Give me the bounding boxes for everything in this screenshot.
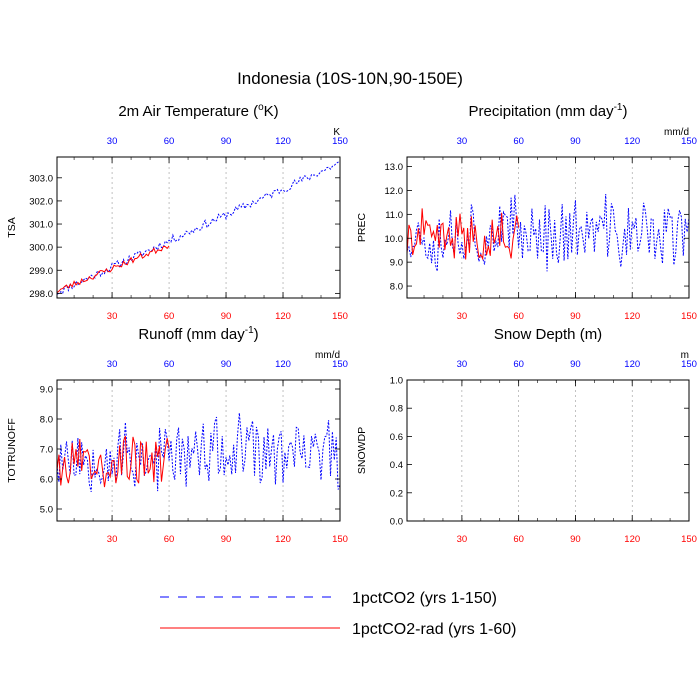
x-tick-label-top: 150 bbox=[332, 359, 348, 370]
legend-label: 1pctCO2-rad (yrs 1-60) bbox=[352, 621, 517, 638]
x-tick-label-top: 150 bbox=[681, 136, 697, 147]
legend: 1pctCO2 (yrs 1-150) 1pctCO2-rad (yrs 1-60… bbox=[160, 590, 517, 638]
x-tick-label: 120 bbox=[275, 534, 291, 545]
series-line-pctco2-rad bbox=[406, 208, 520, 261]
y-axis-label: TSA bbox=[6, 217, 18, 237]
x-tick-label: 120 bbox=[275, 311, 291, 322]
x-tick-label-top: 90 bbox=[221, 359, 232, 370]
x-tick-label: 30 bbox=[107, 534, 118, 545]
x-tick-label: 90 bbox=[221, 311, 232, 322]
y-tick-label: 303.0 bbox=[29, 173, 53, 184]
y-tick-label: 11.0 bbox=[385, 210, 403, 221]
units-label: mm/d bbox=[315, 350, 340, 361]
x-tick-label: 120 bbox=[624, 311, 640, 322]
plot-frame bbox=[406, 379, 690, 522]
y-axis-label: TOTRUNOFF bbox=[6, 418, 18, 483]
x-tick-label: 150 bbox=[332, 534, 348, 545]
y-tick-label: 302.0 bbox=[29, 196, 53, 207]
series-line-pctco2 bbox=[406, 193, 690, 272]
x-tick-label-top: 120 bbox=[275, 359, 291, 370]
series-line-pctco2 bbox=[56, 412, 341, 493]
x-tick-label: 30 bbox=[457, 311, 468, 322]
y-tick-label: 13.0 bbox=[385, 162, 404, 173]
x-tick-label-top: 90 bbox=[221, 136, 232, 147]
x-tick-label-top: 60 bbox=[164, 136, 175, 147]
x-tick-label: 90 bbox=[221, 534, 232, 545]
y-tick-label: 0.6 bbox=[390, 432, 403, 443]
x-tick-label: 60 bbox=[164, 534, 175, 545]
x-tick-label: 60 bbox=[513, 534, 524, 545]
y-tick-label: 1.0 bbox=[390, 376, 403, 387]
x-tick-label: 90 bbox=[570, 311, 581, 322]
y-tick-label: 0.0 bbox=[390, 517, 403, 528]
y-tick-label: 0.2 bbox=[390, 488, 403, 499]
panel-totrunoff: Runoff (mm day-1) 5.0 6.0 7.0 8.0 9.0 30 30 60 60… bbox=[6, 325, 348, 545]
x-tick-label-top: 90 bbox=[570, 136, 581, 147]
x-tick-label-top: 90 bbox=[570, 359, 581, 370]
x-tick-label-top: 30 bbox=[107, 136, 118, 147]
panel-title: Snow Depth (m) bbox=[494, 326, 602, 343]
x-tick-label-top: 60 bbox=[513, 136, 524, 147]
x-tick-label-top: 30 bbox=[457, 359, 468, 370]
panel-title: Runoff (mm day-1) bbox=[138, 325, 258, 343]
series-line-pctco2-rad bbox=[56, 435, 170, 488]
x-tick-label-top: 150 bbox=[681, 359, 697, 370]
x-tick-label: 30 bbox=[107, 311, 118, 322]
x-tick-label: 90 bbox=[570, 534, 581, 545]
x-tick-label-top: 120 bbox=[624, 136, 640, 147]
plot-frame bbox=[406, 156, 690, 299]
x-tick-label: 150 bbox=[681, 311, 697, 322]
units-label: K bbox=[333, 127, 340, 138]
y-tick-label: 0.8 bbox=[390, 404, 403, 415]
y-tick-label: 9.0 bbox=[40, 385, 53, 396]
plot-frame bbox=[56, 379, 341, 522]
legend-label: 1pctCO2 (yrs 1-150) bbox=[352, 590, 497, 607]
y-tick-label: 9.0 bbox=[390, 258, 403, 269]
y-tick-label: 10.0 bbox=[385, 234, 404, 245]
panels: 2m Air Temperature (oK)298.0299.0300.030… bbox=[6, 102, 697, 545]
series-line-pctco2-rad bbox=[56, 245, 170, 294]
panel-snowdp: Snow Depth (m) 0.0 0.2 0.4 0.6 0.8 1.0 30 30 60 60… bbox=[356, 326, 697, 545]
y-tick-label: 8.0 bbox=[390, 282, 403, 293]
units-label: mm/d bbox=[664, 127, 689, 138]
y-tick-label: 8.0 bbox=[40, 415, 53, 426]
x-tick-label-top: 30 bbox=[107, 359, 118, 370]
y-tick-label: 6.0 bbox=[40, 475, 53, 486]
x-tick-label-top: 120 bbox=[275, 136, 291, 147]
panel-title: 2m Air Temperature (oK) bbox=[118, 102, 278, 120]
y-tick-label: 0.4 bbox=[390, 460, 403, 471]
x-tick-label-top: 120 bbox=[624, 359, 640, 370]
y-axis-label: PREC bbox=[356, 213, 368, 243]
x-tick-label: 150 bbox=[332, 311, 348, 322]
panel-prec: Precipitation (mm day-1) 8.0 9.0 10.0 11.0 12… bbox=[356, 102, 697, 322]
y-tick-label: 301.0 bbox=[29, 220, 53, 231]
y-tick-label: 7.0 bbox=[40, 445, 53, 456]
panel-title: Precipitation (mm day-1) bbox=[469, 102, 628, 120]
y-axis-label: SNOWDP bbox=[356, 427, 368, 474]
y-tick-label: 298.0 bbox=[29, 289, 53, 300]
y-tick-label: 5.0 bbox=[40, 505, 53, 516]
x-tick-label-top: 150 bbox=[332, 136, 348, 147]
x-tick-label: 150 bbox=[681, 534, 697, 545]
y-tick-label: 12.0 bbox=[385, 186, 404, 197]
figure-title: Indonesia (10S-10N,90-150E) bbox=[237, 69, 463, 88]
x-tick-label: 60 bbox=[513, 311, 524, 322]
plot-frame bbox=[56, 156, 341, 299]
series-line-pctco2 bbox=[56, 160, 341, 295]
y-tick-label: 299.0 bbox=[29, 266, 53, 277]
y-tick-label: 300.0 bbox=[29, 243, 53, 254]
x-tick-label: 60 bbox=[164, 311, 175, 322]
x-tick-label: 30 bbox=[457, 534, 468, 545]
panel-tsa: 2m Air Temperature (oK) 298.0 299.0 300.0 30… bbox=[6, 102, 348, 322]
x-tick-label-top: 30 bbox=[457, 136, 468, 147]
x-tick-label-top: 60 bbox=[164, 359, 175, 370]
x-tick-label: 120 bbox=[624, 534, 640, 545]
units-label: m bbox=[681, 350, 689, 361]
x-tick-label-top: 60 bbox=[513, 359, 524, 370]
